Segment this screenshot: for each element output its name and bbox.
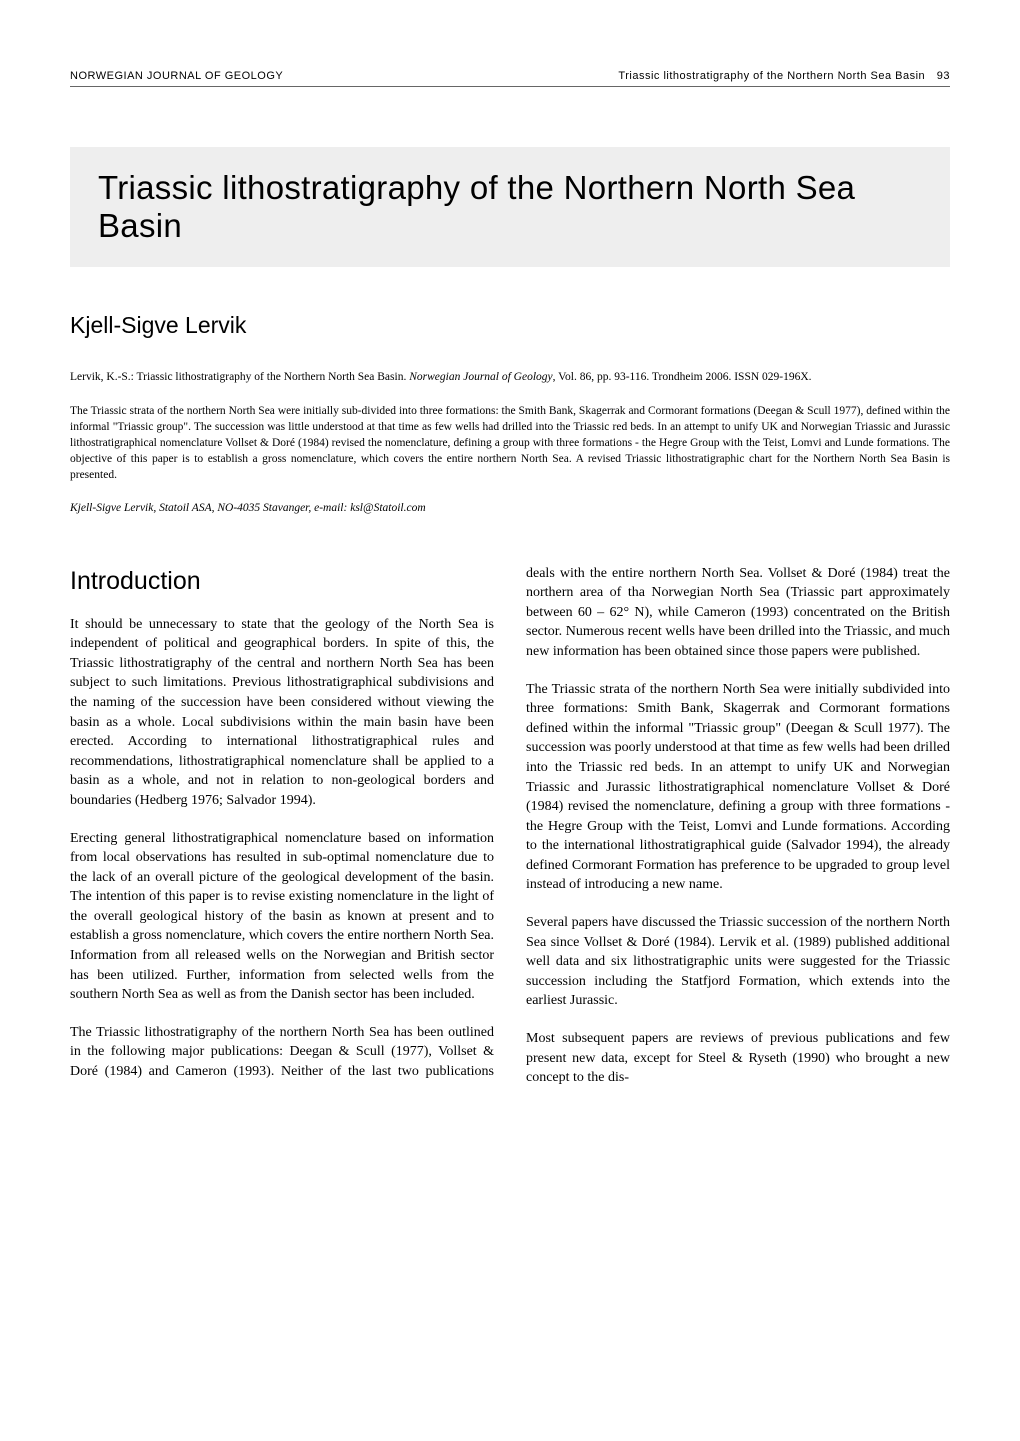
journal-name: NORWEGIAN JOURNAL OF GEOLOGY xyxy=(70,70,283,82)
running-title: Triassic lithostratigraphy of the Northe… xyxy=(618,70,925,82)
citation-block: Lervik, K.-S.: Triassic lithostratigraph… xyxy=(70,369,950,385)
body-paragraph: It should be unnecessary to state that t… xyxy=(70,615,494,811)
author-name: Kjell-Sigve Lervik xyxy=(70,312,950,339)
citation-journal: Norwegian Journal of Geology xyxy=(409,371,552,383)
running-title-container: Triassic lithostratigraphy of the Northe… xyxy=(618,70,950,82)
citation-prefix: Lervik, K.-S.: Triassic lithostratigraph… xyxy=(70,371,409,383)
body-paragraph: The Triassic strata of the northern Nort… xyxy=(526,680,950,896)
body-paragraph: Most subsequent papers are reviews of pr… xyxy=(526,1029,950,1088)
running-header: NORWEGIAN JOURNAL OF GEOLOGY Triassic li… xyxy=(70,70,950,87)
abstract-text: The Triassic strata of the northern Nort… xyxy=(70,403,950,483)
body-paragraph: Erecting general lithostratigraphical no… xyxy=(70,829,494,1005)
body-paragraph: Several papers have discussed the Triass… xyxy=(526,913,950,1011)
title-banner: Triassic lithostratigraphy of the Northe… xyxy=(70,147,950,267)
author-affiliation: Kjell-Sigve Lervik, Statoil ASA, NO-4035… xyxy=(70,502,950,514)
page-number: 93 xyxy=(937,70,950,82)
body-columns: Introduction It should be unnecessary to… xyxy=(70,564,950,1094)
citation-suffix: , Vol. 86, pp. 93-116. Trondheim 2006. I… xyxy=(553,371,812,383)
section-heading: Introduction xyxy=(70,564,494,599)
article-title: Triassic lithostratigraphy of the Northe… xyxy=(98,169,922,245)
